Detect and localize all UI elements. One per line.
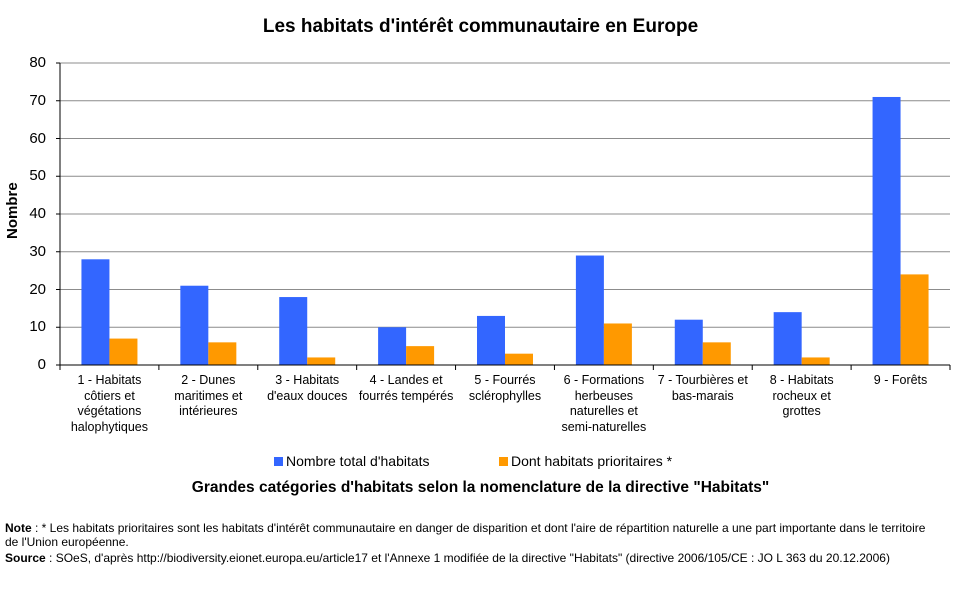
y-tick-label: 60: [29, 129, 46, 147]
x-tick-label: 1 - Habitats côtiers et végétations halo…: [70, 373, 149, 434]
x-axis-label: Grandes catégories d'habitats selon la n…: [191, 479, 770, 496]
y-tick-label: 80: [29, 54, 46, 71]
legend-swatch-total: [274, 456, 283, 466]
x-tick-label: 3 - Habitats d'eaux douces: [267, 373, 348, 403]
axes: [56, 62, 951, 370]
bar-total: [378, 327, 407, 365]
legend-label-prioritaires: Dont habitats prioritaires *: [511, 453, 673, 469]
bar-total: [872, 96, 901, 365]
y-tick-label: 20: [29, 280, 46, 298]
x-tick-label: 6 - Formations herbeuses naturelles et s…: [561, 373, 647, 434]
chart-title: Les habitats d'intérêt communautaire en …: [262, 16, 699, 37]
bar-total: [575, 255, 604, 365]
x-tick-label: 4 - Landes et fourrés tempérés: [358, 373, 454, 403]
x-tick-label: 5 - Fourrés sclérophylles: [468, 373, 542, 403]
bar-prioritaires: [406, 346, 435, 365]
x-tick-label: 8 - Habitats rocheux et grottes: [769, 373, 834, 418]
y-tick-label: 50: [29, 167, 46, 185]
bar-prioritaires: [505, 353, 533, 365]
source-text: Source : SOeS, d'après http://biodiversi…: [5, 551, 930, 566]
legend-swatch-prioritaires: [499, 456, 508, 466]
bar-total: [180, 285, 209, 365]
y-tick-label: 70: [29, 91, 46, 109]
bar-prioritaires: [900, 274, 929, 365]
note-label: Note: [5, 521, 32, 535]
legend-label-total: Nombre total d'habitats: [286, 453, 430, 469]
source-label: Source: [5, 551, 46, 565]
bar-total: [81, 259, 110, 365]
legend-item-prioritaires: Dont habitats prioritaires *: [499, 452, 672, 470]
bar-prioritaires: [307, 357, 336, 365]
legend-item-total: Nombre total d'habitats: [274, 452, 430, 470]
bar-total: [674, 319, 703, 365]
bar-prioritaires: [208, 342, 237, 365]
y-tick-label: 40: [29, 205, 46, 222]
y-tick-label: 30: [29, 242, 46, 260]
bar-prioritaires: [109, 338, 138, 365]
source-body: : SOeS, d'après http://biodiversity.eion…: [45, 551, 890, 565]
x-tick-label: 9 - Forêts: [873, 373, 928, 387]
bar-total: [773, 312, 802, 365]
bar-prioritaires: [702, 342, 731, 365]
note-body: : * Les habitats prioritaires sont les h…: [5, 521, 926, 549]
bar-prioritaires: [801, 357, 830, 365]
y-tick-label: 10: [29, 318, 46, 336]
bar-total: [477, 315, 505, 365]
x-tick-label: 7 - Tourbières et bas-marais: [657, 373, 748, 403]
x-tick-label: 2 - Dunes maritimes et intérieures: [174, 373, 243, 418]
bar-total: [279, 297, 308, 365]
bar-prioritaires: [603, 323, 632, 365]
bars: [81, 96, 929, 365]
note-text: Note : * Les habitats prioritaires sont …: [5, 521, 930, 549]
y-tick-label: 0: [37, 356, 46, 373]
